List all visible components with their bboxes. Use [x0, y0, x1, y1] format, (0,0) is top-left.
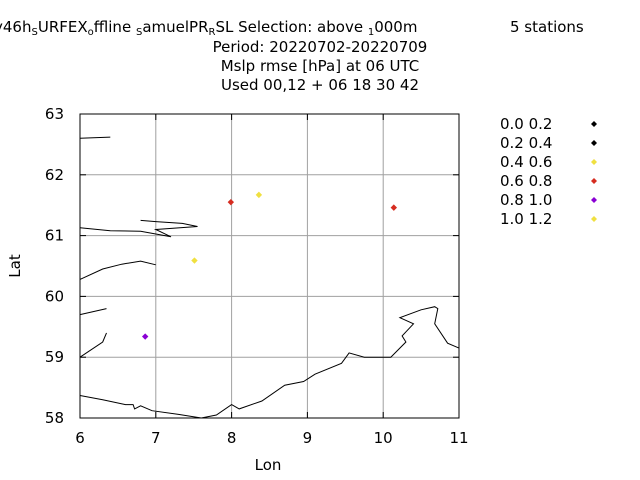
x-tick-label: 10	[374, 429, 393, 447]
chart-title-period: Period: 20220702-20220709	[212, 38, 428, 56]
legend-marker	[591, 140, 597, 146]
x-tick-label: 8	[227, 429, 237, 447]
y-tick-label: 60	[45, 287, 64, 305]
station-marker	[227, 198, 235, 206]
station-marker	[390, 204, 398, 211]
grid-lines	[80, 114, 459, 418]
legend-marker	[591, 121, 597, 127]
x-tick-label: 7	[151, 429, 161, 447]
legend-marker	[591, 216, 597, 222]
legend-label: 0.8 1.0	[500, 191, 552, 209]
legend-label: 1.0 1.2	[500, 210, 552, 228]
x-axis-label: Lon	[255, 456, 282, 474]
coastline	[79, 260, 156, 280]
coastline	[79, 306, 460, 419]
y-tick-label: 63	[45, 105, 64, 123]
station-marker	[255, 191, 263, 199]
title-experiment: y46hSURFEXoffline SamuelPRRSL Selection:…	[0, 18, 418, 38]
legend: 0.0 0.20.2 0.40.4 0.60.6 0.80.8 1.01.0 1…	[500, 115, 597, 228]
station-marker	[191, 257, 198, 264]
station-marker	[141, 333, 149, 340]
coastline	[79, 136, 111, 139]
legend-label: 0.6 0.8	[500, 172, 552, 190]
chart-title-used: Used 00,12 + 06 18 30 42	[220, 76, 419, 94]
legend-label: 0.0 0.2	[500, 115, 552, 133]
legend-label: 0.4 0.6	[500, 153, 552, 171]
legend-marker	[591, 197, 597, 203]
coastline	[79, 308, 107, 316]
y-tick-label: 58	[45, 409, 64, 427]
plot-frame	[79, 113, 460, 419]
y-tick-label: 62	[45, 166, 64, 184]
x-tick-label: 11	[449, 429, 468, 447]
x-tick-label: 9	[303, 429, 313, 447]
y-tick-label: 59	[45, 348, 64, 366]
axis-ticks: 6 7 8 9 10 11 58 59 60 61 62 63	[45, 105, 469, 447]
y-tick-label: 61	[45, 227, 64, 245]
coastline-layer	[79, 136, 460, 419]
title-stations: 5 stations	[510, 18, 584, 36]
coastline	[79, 332, 107, 358]
legend-marker	[591, 178, 597, 184]
legend-marker	[591, 159, 597, 165]
x-tick-label: 6	[75, 429, 85, 447]
legend-label: 0.2 0.4	[500, 134, 552, 152]
y-axis-label: Lat	[6, 254, 24, 278]
station-points	[141, 191, 398, 340]
coastline	[79, 219, 198, 238]
chart-title-metric: Mslp rmse [hPa] at 06 UTC	[220, 57, 420, 75]
